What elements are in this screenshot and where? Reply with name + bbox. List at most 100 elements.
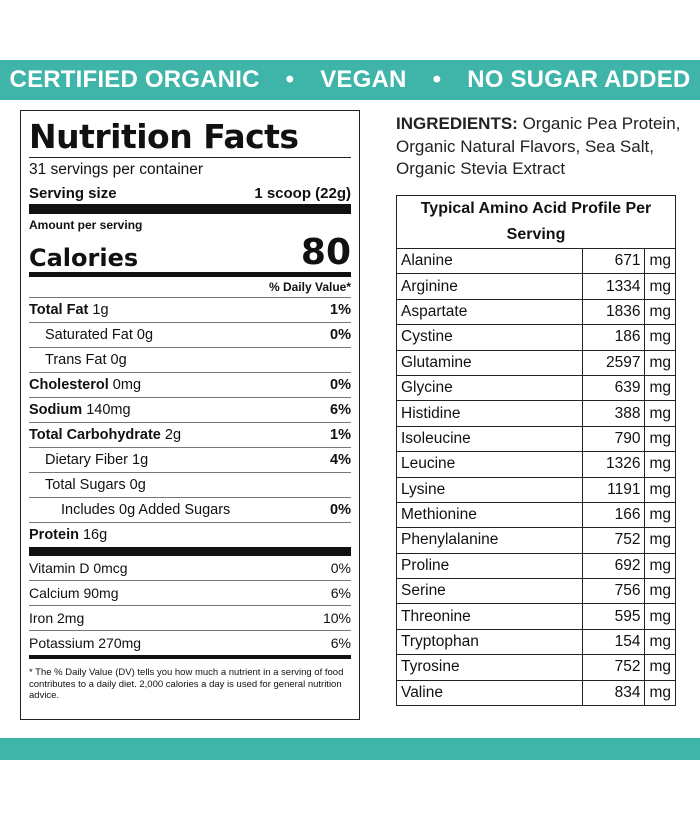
amino-value: 154 xyxy=(582,628,646,656)
divider-thick xyxy=(29,547,351,556)
nutrient-label: Protein 16g xyxy=(29,527,107,543)
amino-unit: mg xyxy=(644,349,676,376)
amino-name: Glycine xyxy=(395,374,584,402)
nutrient-amount: 0g xyxy=(110,352,127,368)
amino-unit: mg xyxy=(644,501,676,529)
amino-row: Proline 692 mg xyxy=(395,552,676,580)
amino-name: Serine xyxy=(395,578,584,605)
nutrient-daily-value: 0% xyxy=(330,502,351,518)
nutrient-amount: 1g xyxy=(92,302,109,318)
divider-medium xyxy=(29,655,351,659)
nutrient-row: Saturated Fat 0g 0% xyxy=(29,323,351,348)
claim-no-sugar: NO SUGAR ADDED xyxy=(467,66,691,93)
nutrient-label: Trans Fat 0g xyxy=(29,352,127,368)
amino-value: 186 xyxy=(582,324,646,351)
amino-value: 166 xyxy=(582,501,646,529)
amino-value: 388 xyxy=(582,400,646,427)
amino-name: Leucine xyxy=(395,451,584,478)
claim-vegan: VEGAN xyxy=(320,66,407,93)
nutrient-amount: 1g xyxy=(132,452,149,468)
amino-name: Threonine xyxy=(395,603,584,630)
nutrient-name: Total Sugars xyxy=(45,477,126,493)
nutrient-label: Sodium 140mg xyxy=(29,402,131,418)
divider-thick xyxy=(29,204,351,214)
ingredients-block: INGREDIENTS: Organic Pea Protein, Organi… xyxy=(396,113,686,181)
nutrient-daily-value: 4% xyxy=(330,452,351,468)
amino-name: Histidine xyxy=(395,400,584,427)
claim-separator: • xyxy=(432,66,442,93)
amino-name: Aspartate xyxy=(395,298,584,326)
amino-row: Lysine 1191 mg xyxy=(395,476,676,503)
nutrient-daily-value: 0% xyxy=(330,377,351,393)
amino-row: Valine 834 mg xyxy=(395,679,676,707)
amino-unit: mg xyxy=(644,273,676,300)
amino-unit: mg xyxy=(644,425,676,453)
amino-value: 1326 xyxy=(582,451,646,478)
nutrient-name: Sodium xyxy=(29,402,83,418)
vitamin-label: Iron 2mg xyxy=(29,610,85,626)
amino-value: 2597 xyxy=(582,349,646,376)
amino-value: 1191 xyxy=(582,476,646,503)
amino-row: Alanine 671 mg xyxy=(395,247,676,275)
nutrient-row: Total Fat 1g 1% xyxy=(29,298,351,323)
amino-row: Aspartate 1836 mg xyxy=(395,298,676,326)
amino-unit: mg xyxy=(644,654,676,681)
vitamin-daily-value: 6% xyxy=(330,635,351,651)
amino-value: 834 xyxy=(582,679,646,707)
vitamin-row: Calcium 90mg 6% xyxy=(29,581,351,606)
amino-value: 752 xyxy=(582,527,646,554)
nutrient-label: Total Fat 1g xyxy=(29,302,109,318)
nutrient-label: Total Sugars 0g xyxy=(29,477,146,493)
claim-separator: • xyxy=(285,66,295,93)
amount-per-serving: Amount per serving xyxy=(29,218,143,232)
nutrient-daily-value: 1% xyxy=(330,302,351,318)
nutrition-facts-panel: Nutrition Facts 31 servings per containe… xyxy=(20,110,360,720)
amino-unit: mg xyxy=(644,628,676,656)
nutrient-label: Includes 0g Added Sugars xyxy=(29,502,230,518)
amino-unit: mg xyxy=(644,324,676,351)
nutrient-name: Trans Fat xyxy=(45,352,107,368)
amino-name: Alanine xyxy=(395,247,584,275)
calories-row: Calories 80 xyxy=(29,232,351,273)
amino-row: Leucine 1326 mg xyxy=(395,451,676,478)
nutrient-label: Total Carbohydrate 2g xyxy=(29,427,181,443)
amino-name: Proline xyxy=(395,552,584,580)
amino-row: Isoleucine 790 mg xyxy=(395,425,676,453)
amino-row: Serine 756 mg xyxy=(395,578,676,605)
amino-unit: mg xyxy=(644,451,676,478)
amino-name: Phenylalanine xyxy=(395,527,584,554)
nutrient-row: Total Carbohydrate 2g 1% xyxy=(29,423,351,448)
amino-value: 692 xyxy=(582,552,646,580)
nutrient-name: Total Carbohydrate xyxy=(29,427,161,443)
calories-value: 80 xyxy=(300,232,351,273)
amino-row: Arginine 1334 mg xyxy=(395,273,676,300)
amino-table-body: Alanine 671 mg Arginine 1334 mg Aspartate 1836 m… xyxy=(395,247,676,707)
amino-unit: mg xyxy=(644,679,676,707)
nutrient-amount: 0g xyxy=(136,327,154,343)
nutrient-name: Cholesterol xyxy=(29,377,109,393)
amino-value: 639 xyxy=(582,374,646,402)
amino-acid-table: Typical Amino Acid Profile Per Serving A… xyxy=(395,195,676,707)
serving-size-value: 1 scoop (22g) xyxy=(254,184,351,202)
vitamin-daily-value: 0% xyxy=(330,560,351,576)
vitamin-label: Vitamin D 0mcg xyxy=(29,560,128,576)
claim-organic: CERTIFIED ORGANIC xyxy=(9,66,260,93)
amino-name: Lysine xyxy=(395,476,584,503)
nutrient-row: Dietary Fiber 1g 4% xyxy=(29,448,351,473)
amino-row: Methionine 166 mg xyxy=(395,501,676,529)
nutrient-row: Total Sugars 0g xyxy=(29,473,351,498)
amino-name: Arginine xyxy=(395,273,584,300)
nutrient-rows: Total Fat 1g 1% Saturated Fat 0g 0% Trans Fa… xyxy=(29,298,351,547)
daily-value-footnote: * The % Daily Value (DV) tells you how m… xyxy=(29,667,344,701)
amino-unit: mg xyxy=(644,247,676,275)
serving-size: Serving size 1 scoop (22g) xyxy=(29,182,351,204)
nutrient-amount: 140mg xyxy=(86,402,131,418)
vitamin-daily-value: 6% xyxy=(330,585,351,601)
nutrient-daily-value: 6% xyxy=(330,402,351,418)
nutrient-row: Protein 16g xyxy=(29,523,351,547)
amino-unit: mg xyxy=(644,476,676,503)
amino-value: 790 xyxy=(582,425,646,453)
amino-name: Isoleucine xyxy=(395,425,584,453)
nutrient-row: Includes 0g Added Sugars 0% xyxy=(29,498,351,523)
amino-unit: mg xyxy=(644,400,676,427)
